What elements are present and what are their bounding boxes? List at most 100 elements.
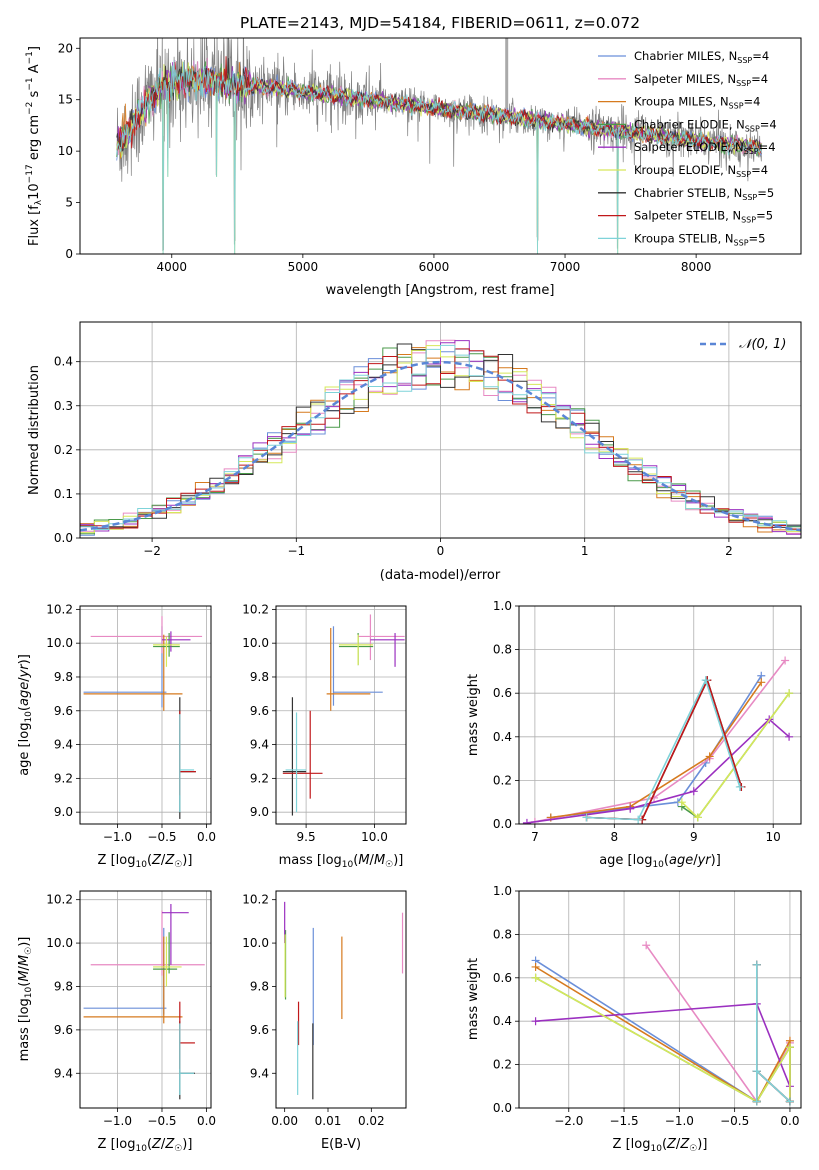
mass-weight-line	[535, 1002, 791, 1102]
y-tick-label: 10.0	[46, 636, 73, 650]
weight-vs-z-plot-area	[519, 891, 801, 1108]
legend-label: Chabrier STELIB, NSSP=5	[634, 186, 774, 202]
mass-weight-point	[781, 656, 790, 665]
mass-weight-point	[582, 813, 591, 822]
x-tick-label: 0.0	[780, 1114, 799, 1128]
spectrum-ylabel: Flux [fλ10−17 erg cm−2 s−1 A−1]	[25, 46, 44, 246]
weight-vs-z-ylabel: mass weight	[466, 958, 481, 1040]
weight-vs-age-ticks: 7 8 9 10 0.0 0.2 0.4 0.6 0.8 1.0	[493, 599, 781, 844]
mass-weight-point	[735, 782, 744, 791]
residual-histogram	[80, 348, 801, 530]
mass-weight-point	[677, 798, 686, 807]
y-tick-label: 0.3	[54, 399, 73, 413]
x-tick-label: −1.5	[609, 1114, 638, 1128]
residuals-plot-area	[80, 322, 801, 538]
weight-vs-age-axes-frame	[518, 605, 802, 825]
mass-weight-line	[534, 660, 786, 823]
weight-vs-age-ylabel: mass weight	[466, 674, 481, 756]
y-tick-label: 9.2	[54, 771, 73, 785]
mass-vs-z-panel: −1.0 −0.5 0.0 9.4 9.6 9.8 10.0 10.2 Z [log10(Z/…	[17, 890, 216, 1154]
residuals-ylabel: Normed distribution	[27, 365, 42, 495]
mass-weight-point	[701, 676, 710, 685]
y-tick-label: 9.0	[54, 805, 73, 819]
age-vs-z-axes-frame	[79, 605, 212, 825]
mass-vs-ebv-plot-area	[284, 901, 404, 1100]
mass-vs-ebv-xlabel: E(B-V)	[321, 1137, 361, 1152]
mass-vs-z-ticks: −1.0 −0.5 0.0 9.4 9.6 9.8 10.0 10.2	[46, 893, 216, 1128]
x-tick-label: 7	[531, 830, 539, 844]
y-tick-label: 10.2	[46, 893, 73, 907]
mass-weight-point	[642, 941, 651, 950]
y-tick-label: 0.6	[493, 686, 512, 700]
y-tick-label: 1.0	[493, 599, 512, 613]
mass-weight-point	[785, 1097, 794, 1106]
y-tick-label: 9.2	[250, 771, 269, 785]
x-tick-label: −0.5	[147, 830, 176, 844]
x-tick-label: −2	[143, 544, 161, 558]
x-tick-label: 9.5	[297, 830, 316, 844]
x-tick-label: 0.01	[315, 1114, 342, 1128]
spectrum-legend: Chabrier MILES, NSSP=4 Salpeter MILES, NS…	[598, 49, 777, 247]
y-tick-label: 0.4	[493, 1014, 512, 1028]
age-vs-mass-panel: 9.5 10.0 9.0 9.2 9.4 9.6 9.8 10.0 10.2 mass [log…	[242, 602, 407, 870]
mass-weight-line	[756, 964, 791, 1103]
weight-vs-z-ticks: −2.0 −1.5 −1.0 −0.5 0.0 0.0 0.2 0.4 0.6 0.8 1.0	[493, 884, 800, 1128]
age-vs-mass-xlabel: mass [log10(M/M☉)]	[279, 853, 404, 870]
residual-histogram	[80, 344, 801, 531]
y-tick-label: 9.4	[54, 1066, 73, 1080]
legend-label: Chabrier MILES, NSSP=4	[634, 49, 769, 65]
mass-weight-point	[531, 962, 540, 971]
mass-weight-line	[756, 964, 791, 1103]
mass-weight-point	[752, 1097, 761, 1106]
y-tick-label: 0.8	[493, 927, 512, 941]
figure-title: PLATE=2143, MJD=54184, FIBERID=0611, z=0…	[240, 14, 640, 32]
x-tick-label: −0.5	[720, 1114, 749, 1128]
mass-weight-point	[634, 815, 643, 824]
legend-label: Kroupa MILES, NSSP=4	[634, 95, 760, 111]
y-tick-label: 0.6	[493, 971, 512, 985]
age-vs-z-xlabel: Z [log10(Z/Z☉)]	[98, 853, 193, 870]
x-tick-label: 0.00	[271, 1114, 298, 1128]
mass-vs-ebv-ticks: 0.00 0.01 0.02 9.4 9.6 9.8 10.0 10.2	[242, 893, 384, 1128]
gaussian-reference-curve	[80, 360, 801, 532]
mass-vs-z-ylabel: mass [log10(M/M☉)]	[17, 937, 34, 1062]
x-tick-label: 8	[611, 830, 619, 844]
y-tick-label: 9.4	[250, 1066, 269, 1080]
residuals-xlabel: (data-model)/error	[380, 568, 501, 583]
y-tick-label: 10.0	[242, 636, 269, 650]
mass-vs-ebv-panel: 0.00 0.01 0.02 9.4 9.6 9.8 10.0 10.2 E(B-V)	[242, 890, 407, 1152]
weight-vs-z-axes-frame	[518, 890, 802, 1109]
mass-weight-point	[752, 1067, 761, 1076]
age-vs-mass-ticks: 9.5 10.0 9.0 9.2 9.4 9.6 9.8 10.0 10.2	[242, 602, 388, 844]
y-tick-label: 9.6	[54, 704, 73, 718]
y-tick-label: 9.8	[54, 670, 73, 684]
y-tick-label: 9.8	[54, 979, 73, 993]
mass-weight-point	[522, 818, 531, 824]
y-tick-label: 9.6	[54, 1023, 73, 1037]
x-tick-label: −1	[287, 544, 305, 558]
y-tick-label: 10	[58, 144, 73, 158]
x-tick-label: 10.0	[361, 830, 388, 844]
age-vs-z-plot-area	[80, 606, 211, 824]
x-tick-label: 1	[581, 544, 589, 558]
mass-weight-line	[535, 977, 791, 1103]
mass-weight-point	[693, 813, 702, 822]
mass-vs-z-plot-area	[80, 891, 211, 1108]
mass-weight-point	[785, 1043, 794, 1052]
x-tick-label: 9	[690, 830, 698, 844]
mass-weight-line	[756, 964, 791, 1103]
age-vs-mass-plot-area	[276, 606, 406, 824]
legend-label: Kroupa ELODIE, NSSP=4	[634, 163, 768, 179]
y-tick-label: 0.4	[493, 730, 512, 744]
weight-vs-age-panel: 7 8 9 10 0.0 0.2 0.4 0.6 0.8 1.0 age [log10(age/y…	[466, 599, 802, 870]
x-tick-label: −1.0	[665, 1114, 694, 1128]
weight-vs-age-xlabel: age [log10(age/yr)]	[599, 853, 721, 870]
y-tick-label: 10.2	[242, 893, 269, 907]
x-tick-label: 8000	[681, 260, 712, 274]
mass-weight-point	[752, 960, 761, 969]
y-tick-label: 9.4	[54, 738, 73, 752]
y-tick-label: 9.6	[250, 1023, 269, 1037]
y-tick-label: 15	[58, 93, 73, 107]
x-tick-label: −2.0	[554, 1114, 583, 1128]
weight-vs-z-panel: −2.0 −1.5 −1.0 −0.5 0.0 0.0 0.2 0.4 0.6 0.8 1.0 Z …	[466, 884, 802, 1154]
